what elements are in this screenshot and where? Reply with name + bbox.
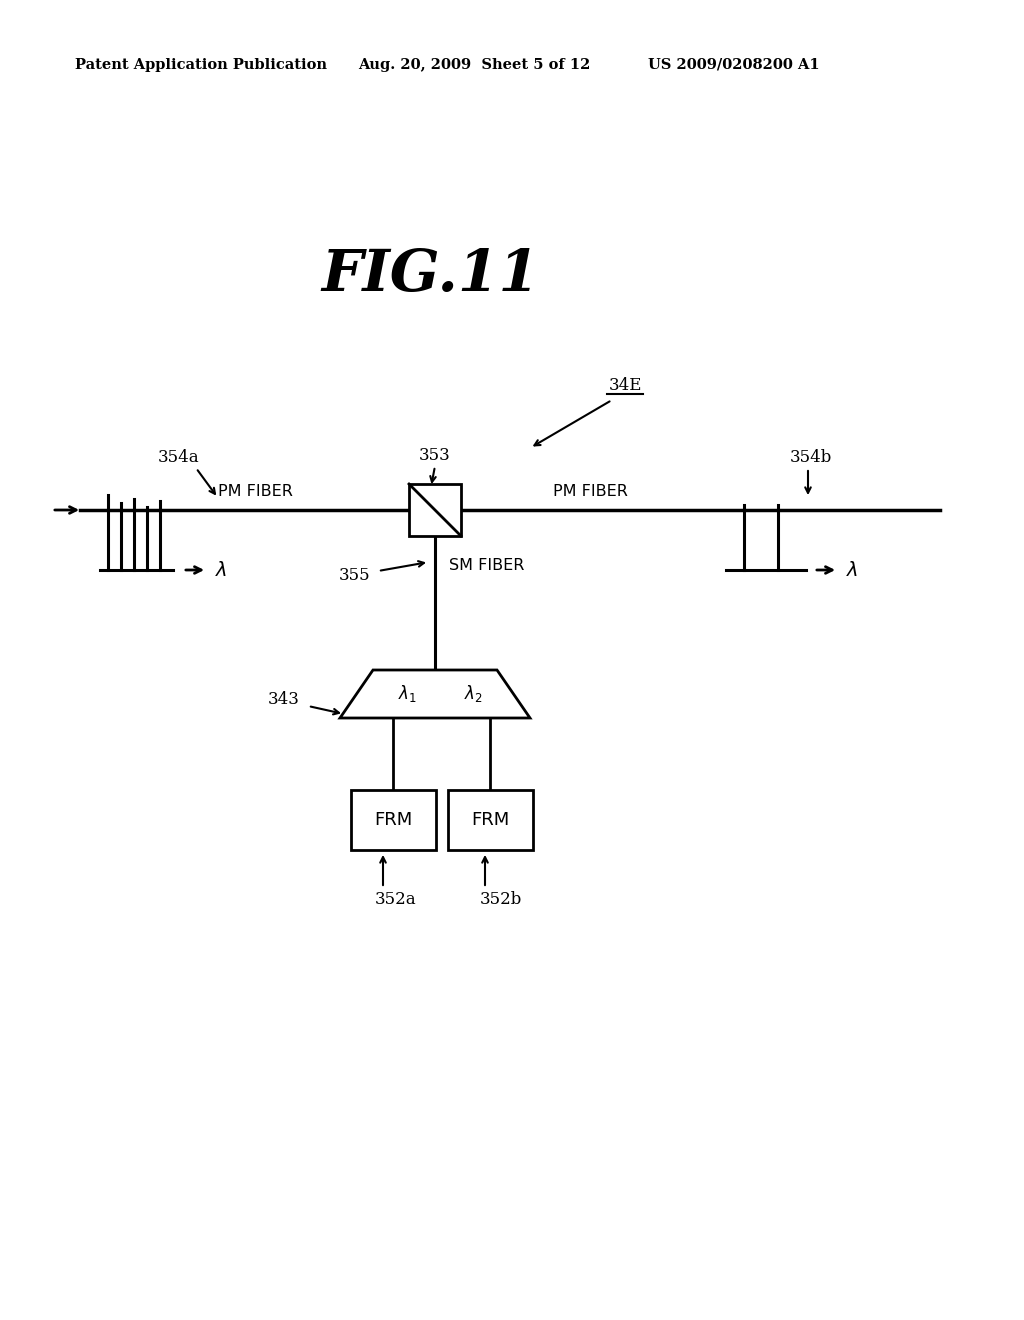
Text: 355: 355: [338, 566, 370, 583]
Text: US 2009/0208200 A1: US 2009/0208200 A1: [648, 58, 819, 73]
Text: FIG.11: FIG.11: [321, 247, 539, 304]
Text: PM FIBER: PM FIBER: [217, 484, 293, 499]
Text: 352b: 352b: [480, 891, 522, 908]
Text: Patent Application Publication: Patent Application Publication: [75, 58, 327, 73]
Text: 343: 343: [268, 692, 300, 709]
Text: SM FIBER: SM FIBER: [449, 557, 524, 573]
Text: $\lambda$: $\lambda$: [846, 561, 858, 579]
Text: $\lambda$: $\lambda$: [215, 561, 227, 579]
Text: 34E: 34E: [608, 376, 642, 393]
Text: $\lambda_1$: $\lambda_1$: [397, 684, 417, 705]
Bar: [409, 484, 461, 536]
Bar: [351, 789, 436, 850]
Text: PM FIBER: PM FIBER: [553, 484, 628, 499]
Text: Aug. 20, 2009  Sheet 5 of 12: Aug. 20, 2009 Sheet 5 of 12: [358, 58, 591, 73]
Text: FRM: FRM: [471, 810, 509, 829]
Text: 352a: 352a: [375, 891, 417, 908]
Polygon shape: [340, 671, 530, 718]
Text: $\lambda_2$: $\lambda_2$: [464, 684, 482, 705]
Bar: [449, 789, 534, 850]
Text: 354b: 354b: [790, 450, 833, 466]
Text: 354a: 354a: [158, 450, 200, 466]
Text: FRM: FRM: [374, 810, 412, 829]
Text: 353: 353: [419, 447, 451, 465]
